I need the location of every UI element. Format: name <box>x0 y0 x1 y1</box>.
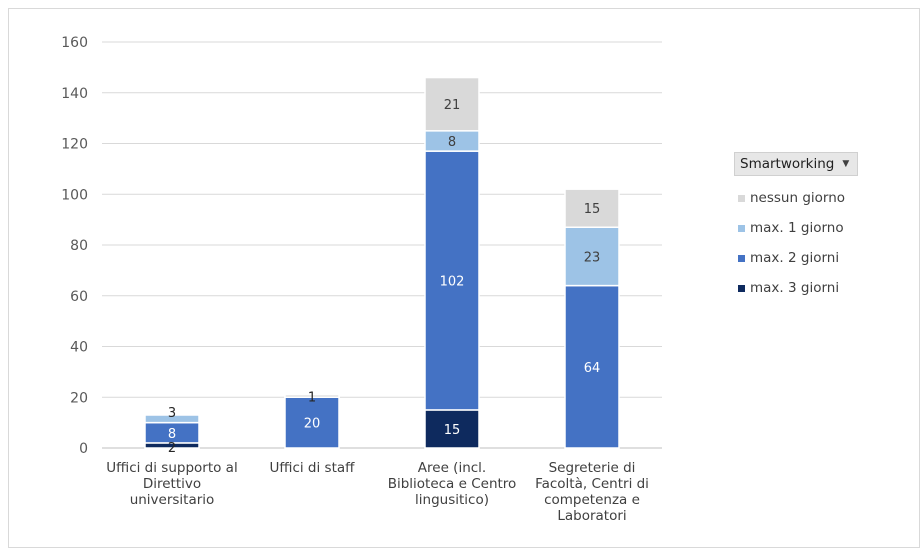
legend-swatch <box>738 224 745 232</box>
legend-label: nessun giorno <box>750 190 846 206</box>
bars <box>144 76 620 449</box>
data-label: 15 <box>584 202 601 217</box>
x-category-label: universitario <box>130 492 215 508</box>
y-axis-ticks: 0 20 40 60 80 100 120 140 160 <box>61 35 88 457</box>
x-category-label: Facoltà, Centri di <box>535 476 649 492</box>
legend-swatch <box>738 254 745 262</box>
data-label: 3 <box>168 406 176 421</box>
data-label: 15 <box>444 423 461 438</box>
y-tick-label: 60 <box>70 289 88 305</box>
x-category-label: Direttivo <box>143 476 201 492</box>
legend-swatch <box>738 284 745 292</box>
legend-label: max. 1 giorno <box>750 220 844 236</box>
data-label: 2 <box>168 441 176 456</box>
x-category-label: Uffici di supporto al <box>106 460 237 476</box>
x-axis-categories: Uffici di supporto alDirettivouniversita… <box>106 460 649 524</box>
data-label: 102 <box>440 275 465 290</box>
dropdown-arrow-icon: ▼ <box>842 159 850 169</box>
legend-item-max-3-giorni: max. 3 giorni <box>738 280 874 296</box>
bar-segment <box>424 409 480 449</box>
bar-segment <box>144 414 200 424</box>
data-label: 8 <box>168 427 176 442</box>
bar-segment <box>424 150 480 411</box>
bar-segment <box>564 188 620 228</box>
x-category-label: Segreterie di <box>549 460 636 476</box>
x-category-label: Aree (incl. <box>418 460 486 476</box>
bar-segment <box>424 76 480 132</box>
legend-item-max-2-giorni: max. 2 giorni <box>738 250 874 266</box>
legend-label: max. 2 giorni <box>750 250 840 266</box>
data-label: 21 <box>444 98 461 113</box>
x-category-label: Uffici di staff <box>270 460 356 476</box>
bar-segment <box>284 396 340 449</box>
y-tick-label: 80 <box>70 238 88 254</box>
y-tick-label: 20 <box>70 390 88 406</box>
data-label: 23 <box>584 250 601 265</box>
bar-segment <box>284 393 340 398</box>
legend-filter-button[interactable]: Smartworking ▼ <box>734 152 859 176</box>
legend-item-max-1-giorno: max. 1 giorno <box>738 220 874 236</box>
y-tick-label: 40 <box>70 340 88 356</box>
data-label: 1 <box>308 390 316 405</box>
legend-item-nessun-giorno: nessun giorno <box>738 190 874 206</box>
legend-swatch <box>738 194 745 202</box>
bar-segment <box>564 226 620 287</box>
y-tick-label: 0 <box>79 441 88 457</box>
x-category-label: competenza e <box>544 492 640 508</box>
y-tick-label: 100 <box>61 187 88 203</box>
legend-label: max. 3 giorni <box>750 280 840 296</box>
legend: Smartworking ▼ nessun giorno max. 1 gior… <box>734 152 874 296</box>
data-label: 64 <box>584 361 601 376</box>
bar-segment <box>564 284 620 449</box>
y-tick-label: 120 <box>61 137 88 153</box>
x-category-label: Laboratori <box>557 508 626 524</box>
x-category-label: Biblioteca e Centro <box>388 476 517 492</box>
legend-title: Smartworking <box>740 156 835 172</box>
data-label: 20 <box>304 417 321 432</box>
x-category-label: lingusitico) <box>415 492 489 508</box>
data-label: 8 <box>448 135 456 150</box>
y-tick-label: 160 <box>61 35 88 51</box>
y-tick-label: 140 <box>61 86 88 102</box>
